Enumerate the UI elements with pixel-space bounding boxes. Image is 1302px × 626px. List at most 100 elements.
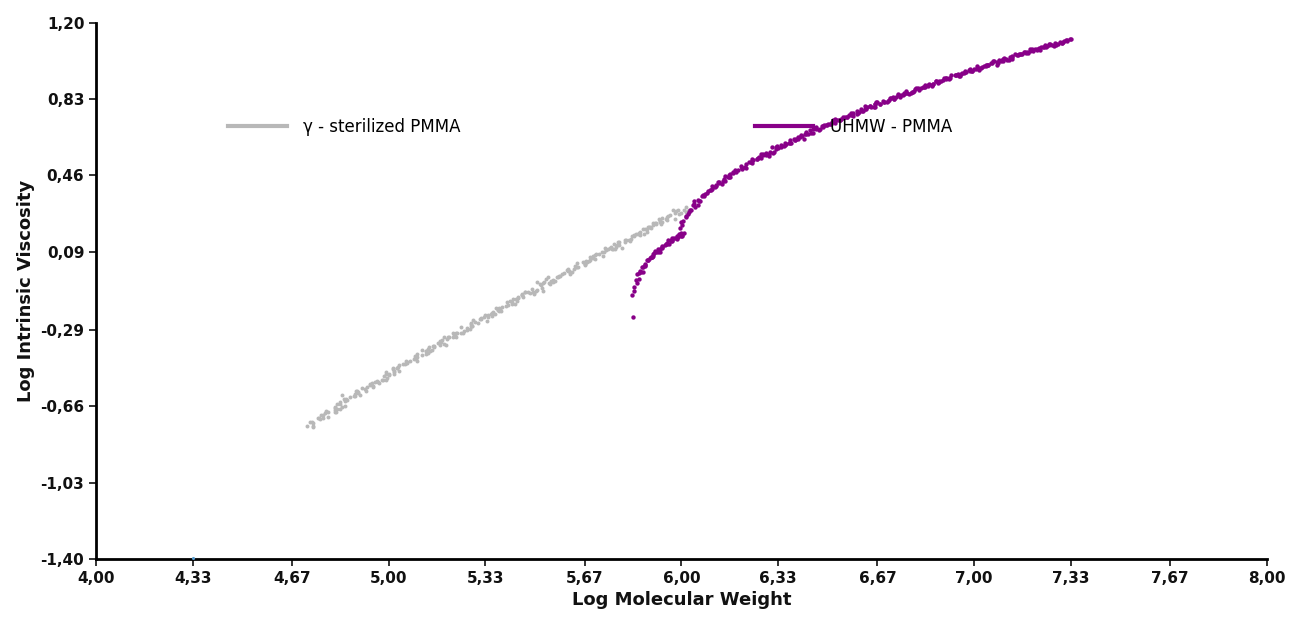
Point	[419, 346, 440, 356]
Point	[383, 367, 404, 377]
Point	[665, 233, 686, 243]
Point	[615, 237, 635, 247]
Point	[775, 138, 796, 148]
Point	[982, 58, 1003, 68]
Point	[691, 192, 712, 202]
Point	[833, 113, 854, 123]
Point	[388, 362, 409, 372]
Point	[549, 270, 570, 280]
Point	[582, 251, 603, 261]
Point	[644, 218, 665, 228]
Point	[712, 176, 733, 186]
Point	[299, 418, 320, 428]
Point	[513, 292, 534, 302]
Point	[840, 110, 861, 120]
Point	[626, 269, 647, 279]
Point	[984, 56, 1005, 66]
Point	[615, 235, 635, 245]
Point	[885, 92, 906, 102]
Point	[503, 299, 523, 309]
Point	[780, 138, 801, 148]
Point	[680, 205, 700, 215]
Point	[1038, 40, 1059, 50]
Point	[622, 231, 643, 241]
Point	[812, 121, 833, 131]
Point	[1053, 36, 1074, 46]
Point	[741, 157, 762, 167]
Point	[894, 88, 915, 98]
Point	[303, 418, 324, 428]
Point	[660, 210, 681, 220]
Point	[914, 82, 935, 92]
Point	[506, 296, 527, 306]
Point	[574, 259, 595, 269]
Point	[447, 328, 467, 338]
Point	[406, 354, 427, 364]
Point	[907, 83, 928, 93]
Point	[595, 243, 616, 253]
Point	[874, 97, 894, 107]
Point	[566, 262, 587, 272]
Point	[923, 80, 944, 90]
Point	[450, 328, 471, 338]
Point	[618, 235, 639, 245]
Point	[883, 92, 904, 102]
Point	[976, 60, 997, 70]
Point	[816, 120, 837, 130]
Point	[533, 277, 553, 287]
Point	[753, 149, 773, 159]
Point	[823, 115, 844, 125]
Point	[824, 118, 845, 128]
Point	[719, 170, 740, 180]
Point	[849, 107, 870, 117]
Point	[443, 330, 464, 340]
Point	[634, 260, 655, 270]
Point	[792, 131, 812, 141]
Point	[629, 274, 650, 284]
Point	[491, 302, 512, 312]
Point	[926, 76, 947, 86]
Point	[650, 247, 671, 257]
Point	[630, 267, 651, 277]
Point	[746, 155, 767, 165]
Point	[980, 58, 1001, 68]
Point	[797, 128, 818, 138]
Point	[326, 402, 346, 412]
Point	[996, 55, 1017, 65]
Point	[362, 381, 383, 391]
Point	[435, 341, 456, 351]
Point	[945, 70, 966, 80]
Point	[870, 99, 891, 109]
Point	[1017, 48, 1038, 58]
Point	[450, 322, 471, 332]
Point	[796, 129, 816, 139]
Point	[870, 99, 891, 109]
Point	[538, 272, 559, 282]
Point	[928, 77, 949, 87]
Point	[431, 337, 452, 347]
Point	[629, 267, 650, 277]
Point	[1030, 43, 1051, 53]
Point	[345, 386, 366, 396]
Point	[488, 304, 509, 314]
Point	[1019, 46, 1040, 56]
Point	[543, 275, 564, 285]
Point	[969, 63, 990, 73]
Point	[355, 384, 376, 394]
Point	[393, 359, 414, 369]
Point	[796, 127, 816, 137]
Point	[922, 80, 943, 90]
Point	[536, 274, 557, 284]
Point	[891, 90, 911, 100]
Point	[585, 254, 605, 264]
Point	[1012, 49, 1032, 59]
Point	[803, 128, 824, 138]
Point	[661, 236, 682, 246]
Point	[628, 229, 648, 239]
Point	[848, 108, 868, 118]
Point	[457, 326, 478, 336]
Point	[939, 74, 960, 85]
Point	[486, 303, 506, 313]
Point	[530, 279, 551, 289]
Point	[482, 308, 503, 318]
